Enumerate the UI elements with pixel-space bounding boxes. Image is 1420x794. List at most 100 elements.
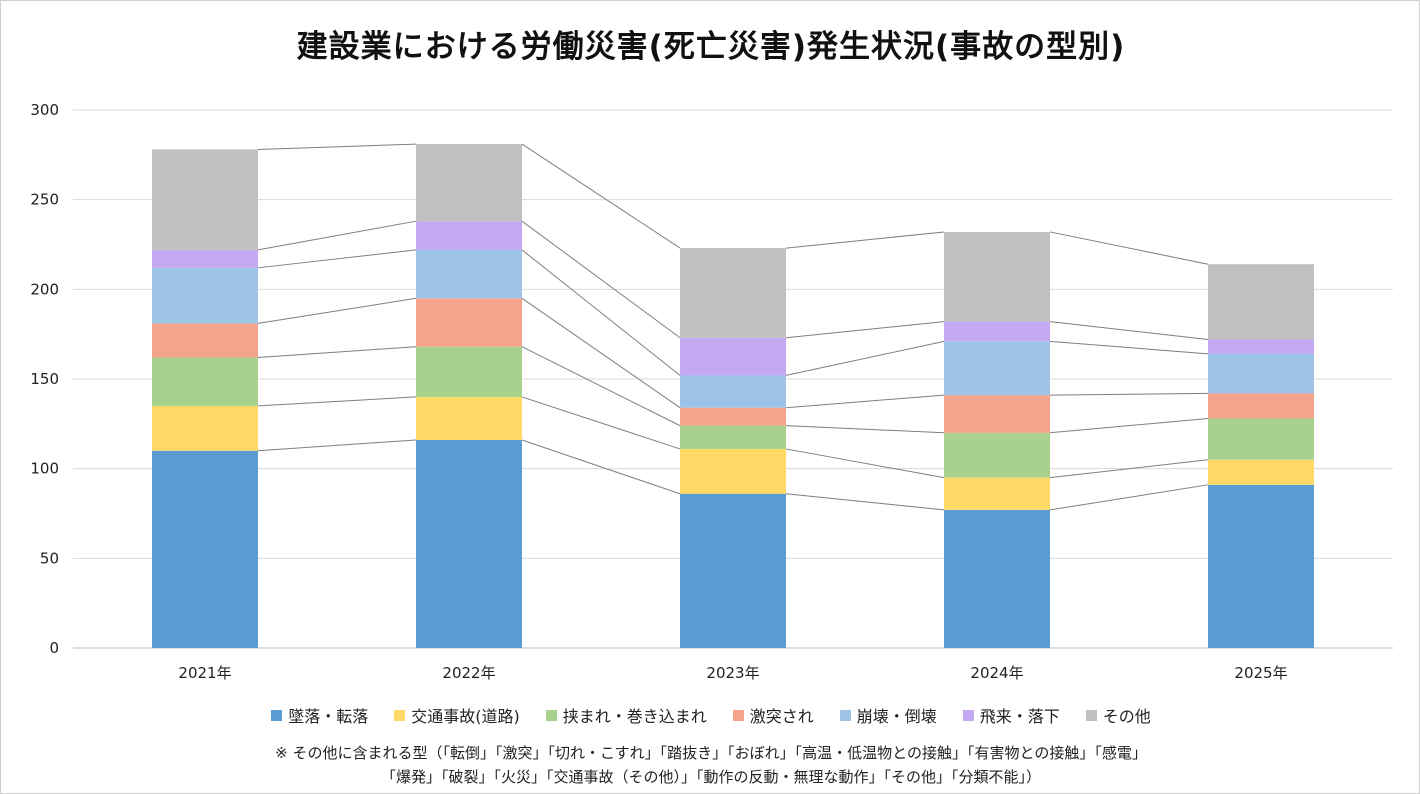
y-tick-label: 300 (30, 101, 59, 119)
series-connector-line (1049, 340, 1209, 355)
bar-segment (944, 509, 1050, 648)
y-tick-label: 50 (40, 549, 59, 567)
bar-segment (1208, 393, 1314, 419)
bar-segment (944, 395, 1050, 433)
series-connector-line (1049, 231, 1209, 265)
series-connector-line (785, 321, 945, 339)
bar-segment (1208, 353, 1314, 394)
y-tick-label: 0 (49, 639, 59, 657)
y-tick-label: 250 (30, 191, 59, 209)
series-connector-line (257, 297, 417, 324)
chart-title: 建設業における労働災害(死亡災害)発生状況(事故の型別) (296, 29, 1126, 65)
bar-segment (416, 346, 522, 397)
bar-segment (680, 407, 786, 426)
series-connector-line (785, 340, 945, 376)
stacked-bar-chart: 0 50 100 150 200 250 300 2021年 2022年 2023年 2024年 20… (30, 101, 1393, 682)
bar-segment (152, 323, 258, 358)
bar-segment (944, 432, 1050, 478)
legend-swatch (545, 709, 557, 721)
legend-swatch (394, 709, 406, 721)
legend-label: その他 (1102, 707, 1151, 726)
x-tick-label: 2022年 (442, 664, 495, 682)
bar-segment (680, 448, 786, 494)
series-connector-line (521, 143, 681, 249)
bar-segment (152, 267, 258, 324)
bar-segment (416, 396, 522, 440)
bar-segment (1208, 459, 1314, 485)
bar-segment (944, 321, 1050, 342)
x-tick-label: 2025年 (1234, 664, 1287, 682)
bar-segment (152, 357, 258, 406)
series-connector-line (257, 220, 417, 251)
legend-swatch (1085, 709, 1097, 721)
legend-label: 激突され (749, 707, 814, 726)
footnote-line-1: ※ その他に含まれる型（「転倒」「激突」「切れ・こすれ」「踏抜き」「おぼれ」「高… (275, 744, 1147, 762)
footnote-line-2: 「爆発」「破裂」「火災」「交通事故（その他）」「動作の反動・無理な動作」「その他… (380, 768, 1041, 786)
legend-item: 激突され (732, 703, 814, 727)
bar-segment (680, 493, 786, 648)
bar-segment (680, 248, 786, 338)
series-connector-line (1049, 484, 1209, 511)
series-connector-line (257, 346, 417, 358)
bar-segment (416, 298, 522, 347)
bar-segment (416, 144, 522, 222)
bar-segment (1208, 264, 1314, 340)
bar-segment (416, 249, 522, 299)
bar-segment (944, 477, 1050, 510)
bar-segment (680, 425, 786, 449)
legend-item: 挟まれ・巻き込まれ (545, 703, 707, 727)
bar-segment (1208, 418, 1314, 460)
legend-item: 飛来・落下 (962, 703, 1060, 727)
legend-item: 墜落・転落 (271, 703, 368, 727)
series-connector-line (257, 396, 417, 407)
bar-segment (1208, 484, 1314, 648)
footnote: ※ その他に含まれる型（「転倒」「激突」「切れ・こすれ」「踏抜き」「おぼれ」「高… (1, 741, 1420, 789)
y-tick-label: 200 (30, 280, 59, 298)
series-connector-line (785, 493, 945, 511)
series-connector-line (785, 448, 945, 479)
legend-swatch (271, 709, 283, 721)
bar-segment (944, 341, 1050, 396)
bar-segment (680, 337, 786, 376)
legend-label: 飛来・落下 (979, 707, 1060, 726)
legend-item: その他 (1085, 703, 1151, 727)
legend-swatch (839, 709, 851, 721)
series-connector-line (521, 297, 681, 409)
bar-segment (944, 231, 1050, 322)
legend-swatch (732, 709, 744, 721)
x-tick-label: 2021年 (178, 664, 231, 682)
legend-label: 交通事故(道路) (411, 707, 520, 726)
series-connector-line (521, 439, 681, 495)
chart-legend: 墜落・転落 交通事故(道路) 挟まれ・巻き込まれ 激突され 崩壊・倒壊 飛来・落下 その他 (1, 703, 1420, 727)
series-connector-line (785, 231, 945, 249)
series-connector-line (521, 396, 681, 450)
legend-swatch (962, 709, 974, 721)
series-connector-line (257, 143, 417, 150)
bar-segment (416, 221, 522, 250)
series-connector-line (785, 394, 945, 409)
legend-item: 交通事故(道路) (394, 703, 520, 727)
legend-label: 挟まれ・巻き込まれ (562, 707, 707, 726)
bar-segment (152, 149, 258, 250)
x-tick-label: 2023年 (706, 664, 759, 682)
series-connector-line (1049, 321, 1209, 341)
series-connector-line (1049, 417, 1209, 434)
series-connector-line (785, 425, 945, 434)
y-tick-label: 100 (30, 460, 59, 478)
legend-label: 墜落・転落 (288, 707, 369, 726)
series-connector-line (1049, 392, 1209, 396)
series-connector-line (257, 249, 417, 269)
legend-item: 崩壊・倒壊 (839, 703, 937, 727)
legend-label: 崩壊・倒壊 (856, 707, 937, 726)
series-connector-line (521, 249, 681, 376)
bar-segment (152, 249, 258, 268)
bar-segment (416, 439, 522, 648)
series-connector-line (257, 439, 417, 452)
bar-segment (680, 375, 786, 408)
bar-segment (1208, 339, 1314, 354)
y-tick-label: 150 (30, 370, 59, 388)
series-connector-line (1049, 459, 1209, 479)
bar-segment (152, 450, 258, 648)
bar-segment (152, 405, 258, 451)
